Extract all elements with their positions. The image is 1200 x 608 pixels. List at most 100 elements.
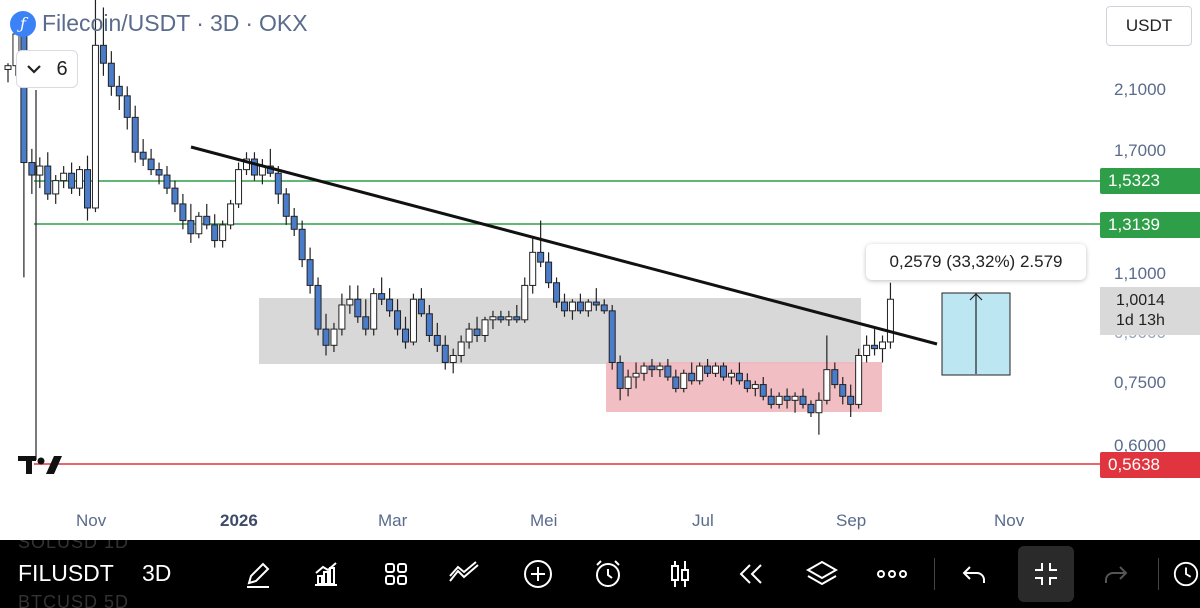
exchange-label[interactable]: OKX [259,10,308,36]
candle-down [783,395,791,401]
candle-up [632,372,640,378]
candle-down [425,313,433,336]
candle-up [855,354,863,405]
price-tick: 0,7500 [1114,373,1166,392]
candle-up [529,251,537,286]
indicators-button[interactable] [306,555,346,593]
ghost-watchlist-row: SOLUSD 1D [18,540,130,552]
candle-down [839,384,847,397]
clock-button[interactable] [1172,555,1200,593]
candle-down [378,293,386,300]
level-badge-green[interactable]: 1,5323 [1100,168,1200,194]
level-badge-green[interactable]: 1,3139 [1100,212,1200,238]
indicators-collapse-button[interactable]: 6 [16,50,78,88]
candle-down [704,365,712,374]
candle-up [521,284,529,321]
candle-down [735,372,743,382]
chart-title: ƒ Filecoin/USDT · 3D · OKX [10,10,308,37]
candle-down [187,220,195,235]
pair-name[interactable]: Filecoin/USDT [42,10,191,36]
candle-up [195,215,203,235]
candle-up [879,341,886,350]
current-price-value: 1,0014 [1116,292,1165,309]
add-icon [524,560,552,588]
indicator-count: 6 [56,57,68,80]
candle-up [346,298,354,306]
interval-label[interactable]: 3D [209,10,240,36]
redo-button[interactable] [1096,555,1136,593]
candle-down [473,328,481,336]
candle-down [354,298,362,318]
interval-button[interactable]: 3D [142,560,172,586]
candle-up [457,341,465,356]
candle-down [672,376,680,389]
chart-type-button[interactable] [660,555,700,593]
chart-area[interactable]: ƒ Filecoin/USDT · 3D · OKX 6 USDT 2,1000… [0,0,1200,540]
alert-button[interactable] [588,555,628,593]
descending-trendline [190,145,938,346]
candle-down [211,224,219,242]
candle-down [497,316,505,321]
candle-down [107,62,115,87]
candle-down [664,365,672,378]
collapse-icon [1035,563,1057,585]
candle-down [759,384,767,397]
replay-button[interactable] [730,555,770,593]
candle-up [409,298,417,343]
candle-up [863,344,871,356]
candle-up [370,293,378,330]
candle-up [775,395,783,405]
candle-down [720,365,727,378]
candle-down [576,301,584,312]
candle-down [688,372,696,382]
candle-down [561,301,568,312]
candle-down [139,151,147,160]
candle-up [60,172,68,182]
undo-button[interactable] [954,555,994,593]
layers-icon [805,560,839,586]
candle-down [831,369,839,386]
candle-up [712,365,720,374]
candle-down [84,169,91,209]
candle-up [330,328,338,346]
symbol-button[interactable]: FILUSDT [18,560,114,586]
candle-down [616,361,624,389]
candle-up [584,301,592,312]
time-tick: Nov [994,511,1025,530]
time-tick: Nov [76,511,107,530]
candle-up [449,354,457,363]
candle-down [290,215,298,230]
more-button[interactable] [872,555,912,593]
candle-down [171,187,179,205]
candle-up [76,169,84,189]
candle-up [640,365,648,374]
candle-down [298,228,306,261]
replay-icon [739,564,762,584]
tradingview-logo-icon [18,456,62,474]
measurement-label: 0,2579 (33,32%) 2.579 [866,244,1086,280]
toolbar-divider [934,558,935,590]
pencil-button[interactable] [238,555,278,593]
clock-icon [1173,561,1199,587]
candle-down [608,310,616,363]
level-badge-red[interactable]: 0,5638 [1100,452,1200,478]
price-tick: 1,1000 [1114,264,1166,283]
currency-select[interactable]: USDT [1106,6,1192,46]
collapse-button[interactable] [1018,546,1074,602]
candle-up [727,372,735,378]
layers-button[interactable] [802,555,842,593]
drawing-tools-button[interactable] [444,555,484,593]
candle-up [791,395,799,401]
more-icon [877,570,907,578]
candle-up [52,180,60,195]
toolbar-divider [1158,558,1159,590]
redo-icon [1105,566,1128,583]
candle-up [465,328,473,343]
add-button[interactable] [518,555,558,593]
candle-down [386,298,394,312]
layout-grid-button[interactable] [376,555,416,593]
time-tick: Jul [692,511,714,530]
candle-down [99,44,107,64]
candle-up [815,399,823,414]
time-tick: Sep [836,511,867,530]
